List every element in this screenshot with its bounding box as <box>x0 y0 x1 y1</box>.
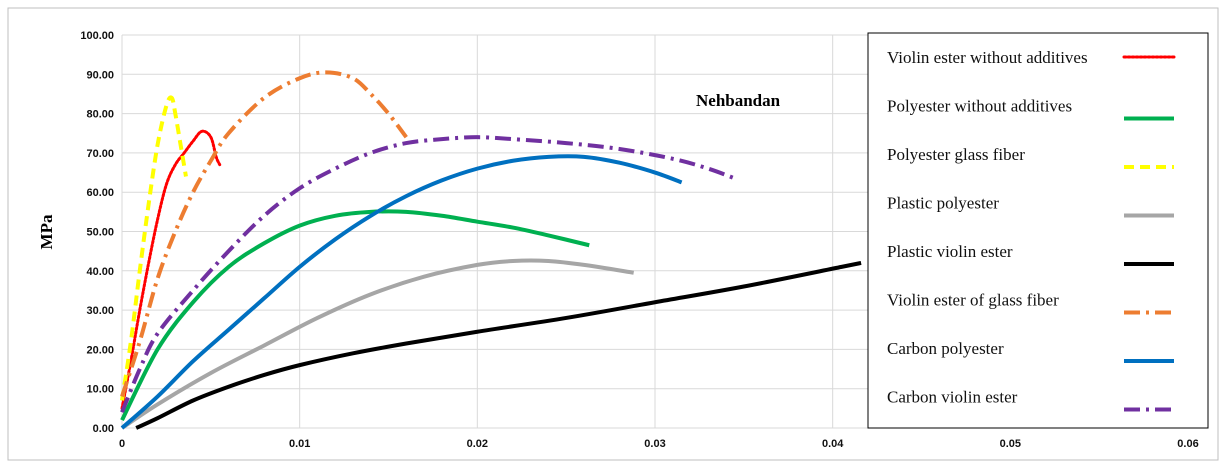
legend-label: Violin ester of glass fiber <box>887 291 1059 310</box>
y-tick-label: 10.00 <box>86 384 114 396</box>
y-tick-label: 100.00 <box>80 30 114 42</box>
series-line-3 <box>120 95 188 401</box>
legend-label: Carbon violin ester <box>887 388 1018 407</box>
x-tick-label: 0.06 <box>1177 438 1198 450</box>
x-tick-label: 0 <box>119 438 125 450</box>
y-tick-label: 20.00 <box>86 344 114 356</box>
y-tick-label: 50.00 <box>86 227 114 239</box>
legend-label: Polyester glass fiber <box>887 145 1025 164</box>
y-tick-label: 90.00 <box>86 69 114 81</box>
y-tick-label: 70.00 <box>86 148 114 160</box>
x-tick-label: 0.03 <box>644 438 665 450</box>
y-tick-label: 60.00 <box>86 187 114 199</box>
series-line-8 <box>120 135 736 414</box>
y-tick-label: 80.00 <box>86 109 114 121</box>
y-tick-label: 30.00 <box>86 305 114 317</box>
legend: Violin ester without additives Polyester … <box>867 32 1209 429</box>
legend-box <box>867 32 1209 429</box>
legend-label: Carbon polyester <box>887 339 1004 358</box>
legend-label: Plastic polyester <box>887 194 999 213</box>
series-line-7 <box>120 154 683 430</box>
series-line-1 <box>120 129 222 410</box>
series-line-2 <box>120 209 590 422</box>
series-lines <box>120 70 862 430</box>
legend-label: Polyester without additives <box>887 97 1072 116</box>
x-tick-label: 0.02 <box>467 438 488 450</box>
x-tick-label: 0.01 <box>289 438 310 450</box>
x-axis-ticks: 0 0.01 0.02 0.03 0.04 0.05 0.06 <box>119 438 1199 450</box>
series-line-4 <box>120 258 634 430</box>
y-axis-title: MPa <box>37 214 56 249</box>
y-axis-ticks: 0.00 10.00 20.00 30.00 40.00 50.00 60.00 70.00 8… <box>80 30 114 435</box>
y-tick-label: 0.00 <box>93 423 114 435</box>
x-tick-label: 0.05 <box>1000 438 1021 450</box>
chart-annotation: Nehbandan <box>696 91 781 110</box>
y-tick-label: 40.00 <box>86 266 114 278</box>
series-line-5 <box>135 260 862 430</box>
x-tick-label: 0.04 <box>822 438 844 450</box>
legend-label: Plastic violin ester <box>887 242 1013 261</box>
legend-label: Violin ester without additives <box>887 48 1088 67</box>
